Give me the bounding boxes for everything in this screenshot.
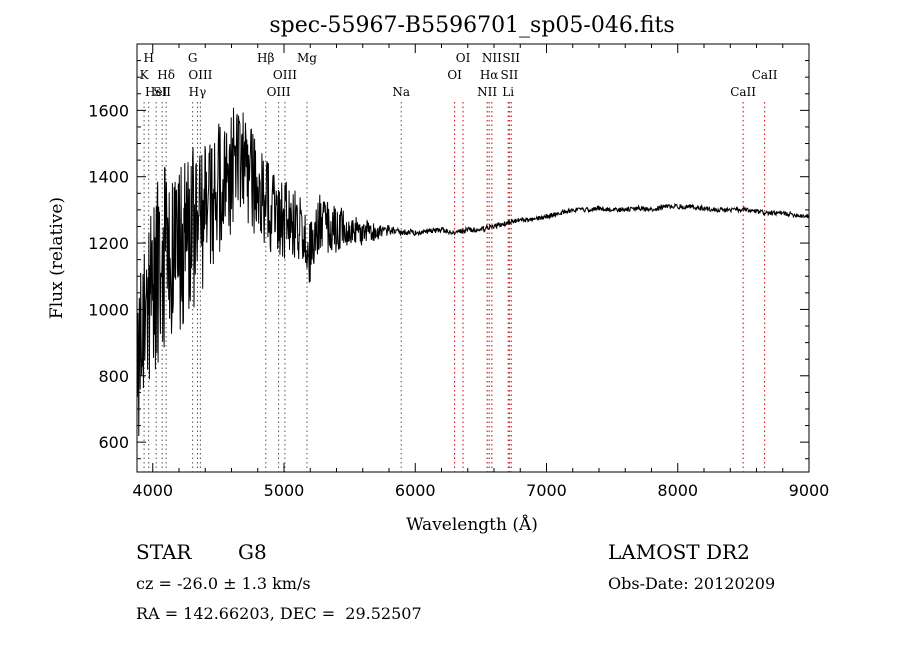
line-marker-label: OIII <box>188 68 212 82</box>
x-axis-ticks: 4000 5000 6000 7000 8000 9000 <box>132 44 829 500</box>
object-class: STAR <box>136 540 192 564</box>
spectral-line-labels: KHHeISIIHδGHγOIIIHβOIIIOIIIMgNaOIOINIIHα… <box>140 51 778 99</box>
object-subclass: G8 <box>238 540 267 564</box>
line-marker-label: OIII <box>267 85 291 99</box>
line-marker-label: Na <box>392 85 410 99</box>
line-marker-label: H <box>143 51 153 65</box>
line-marker-label: OI <box>456 51 471 65</box>
x-tick-label: 4000 <box>132 481 173 500</box>
y-tick-label: 1000 <box>88 300 129 319</box>
y-tick-label: 800 <box>98 367 129 386</box>
x-tick-label: 6000 <box>395 481 436 500</box>
x-tick-label: 5000 <box>264 481 305 500</box>
y-tick-label: 1600 <box>88 101 129 120</box>
plot-frame <box>136 43 810 473</box>
line-marker-label: OIII <box>273 68 297 82</box>
chart-title: spec-55967-B5596701_sp05-046.fits <box>269 13 674 38</box>
x-axis-label: Wavelength (Å) <box>406 514 538 535</box>
line-marker-label: SII <box>501 68 519 82</box>
line-marker-label: CaII <box>752 68 778 82</box>
spectrum-series-line <box>136 107 809 437</box>
line-marker-label: Hδ <box>157 68 175 82</box>
observation-date: Obs-Date: 20120209 <box>608 574 776 593</box>
y-tick-label: 600 <box>98 433 129 452</box>
redshift-value: cz = -26.0 ± 1.3 km/s <box>136 574 311 593</box>
x-tick-label: 9000 <box>789 481 830 500</box>
line-marker-label: Hβ <box>257 51 274 65</box>
y-tick-label: 1200 <box>88 234 129 253</box>
x-tick-label: 8000 <box>657 481 698 500</box>
line-marker-label: Hγ <box>189 85 207 99</box>
line-marker-label: SII <box>153 85 171 99</box>
survey-name: LAMOST DR2 <box>608 540 750 564</box>
y-axis-ticks: 600 800 1000 1200 1400 1600 <box>88 60 809 460</box>
y-tick-label: 1400 <box>88 168 129 187</box>
line-marker-label: K <box>140 68 150 82</box>
line-marker-label: OI <box>447 68 462 82</box>
line-marker-label: Hα <box>480 68 499 82</box>
line-marker-label: NII <box>482 51 502 65</box>
line-marker-label: Li <box>502 85 514 99</box>
x-tick-label: 7000 <box>526 481 567 500</box>
line-marker-label: CaII <box>730 85 756 99</box>
y-axis-label: Flux (relative) <box>47 197 67 319</box>
line-marker-label: Mg <box>297 51 317 65</box>
line-marker-label: HeI <box>145 85 168 99</box>
coordinates: RA = 142.66203, DEC = 29.52507 <box>136 604 422 623</box>
line-marker-label: NII <box>477 85 497 99</box>
line-marker-label: G <box>188 51 198 65</box>
line-marker-label: SII <box>502 51 520 65</box>
